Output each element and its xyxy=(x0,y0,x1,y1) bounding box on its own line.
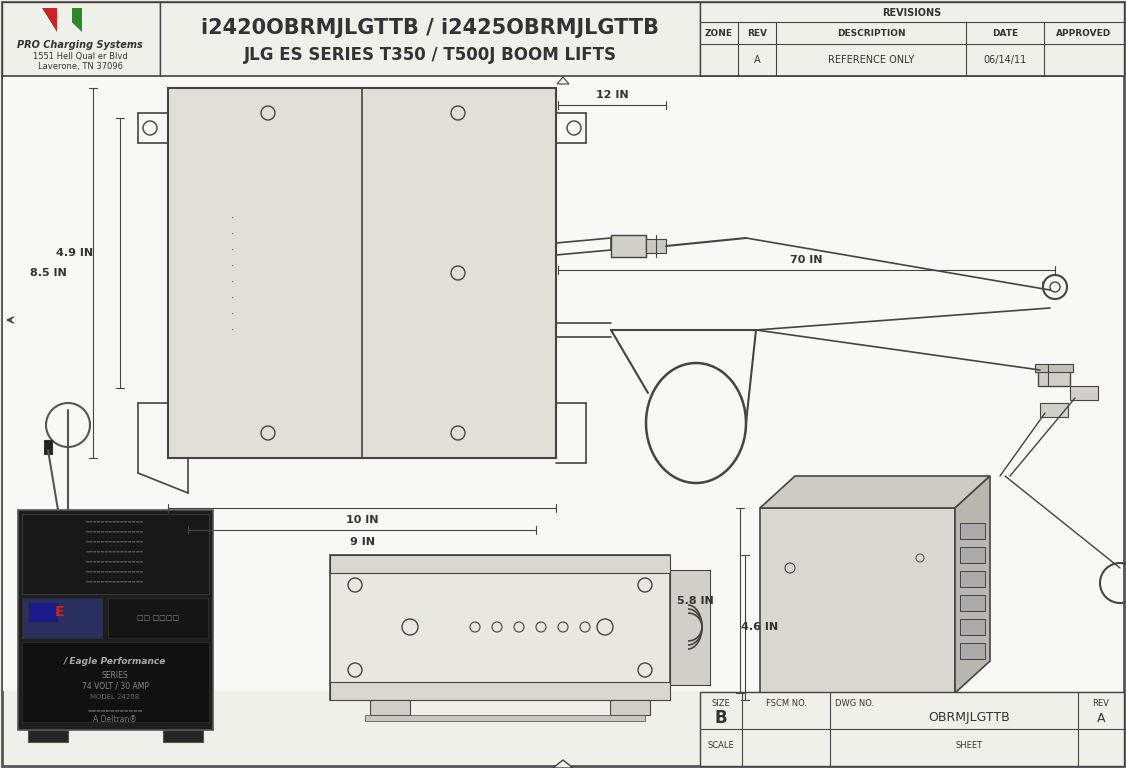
Bar xyxy=(28,730,68,742)
Bar xyxy=(330,682,670,700)
Text: JLG ES SERIES T350 / T500J BOOM LIFTS: JLG ES SERIES T350 / T500J BOOM LIFTS xyxy=(243,46,617,64)
Text: SERIES: SERIES xyxy=(101,670,128,680)
Text: E: E xyxy=(55,605,65,619)
Bar xyxy=(1070,386,1098,400)
Text: DESCRIPTION: DESCRIPTION xyxy=(837,28,905,38)
Bar xyxy=(160,2,700,78)
Bar xyxy=(960,547,985,563)
Text: DWG NO.: DWG NO. xyxy=(835,699,874,707)
Bar xyxy=(108,598,208,638)
Text: ·: · xyxy=(231,293,235,303)
Polygon shape xyxy=(42,8,72,32)
Bar xyxy=(330,555,670,700)
Bar xyxy=(18,510,213,730)
Bar xyxy=(3,77,1123,691)
Bar xyxy=(44,440,52,454)
Text: B: B xyxy=(715,709,727,727)
Text: REV: REV xyxy=(747,28,767,38)
Bar xyxy=(163,730,203,742)
Polygon shape xyxy=(57,8,72,32)
Text: APPROVED: APPROVED xyxy=(1056,28,1111,38)
Bar xyxy=(168,88,556,458)
Text: 4.9 IN: 4.9 IN xyxy=(56,248,93,258)
Text: ▬▬▬▬▬▬▬▬▬▬▬▬▬▬▬: ▬▬▬▬▬▬▬▬▬▬▬▬▬▬▬ xyxy=(86,570,144,574)
Text: 9 IN: 9 IN xyxy=(349,537,375,547)
Bar xyxy=(23,642,209,722)
Text: / Eagle Performance: / Eagle Performance xyxy=(64,657,167,667)
Bar xyxy=(760,508,955,693)
Polygon shape xyxy=(955,476,990,693)
Text: 74 VOLT / 30 AMP: 74 VOLT / 30 AMP xyxy=(81,681,149,690)
Bar xyxy=(960,643,985,659)
Text: Laverone, TN 37096: Laverone, TN 37096 xyxy=(37,61,123,71)
Bar xyxy=(365,715,645,721)
Text: DATE: DATE xyxy=(992,28,1018,38)
Text: 12 IN: 12 IN xyxy=(596,90,628,100)
Text: FSCM NO.: FSCM NO. xyxy=(766,699,806,707)
Text: 10 IN: 10 IN xyxy=(346,515,378,525)
Bar xyxy=(23,598,102,638)
Text: MODEL 24208: MODEL 24208 xyxy=(90,694,140,700)
Text: ▬▬▬▬▬▬▬▬▬▬▬▬▬▬▬: ▬▬▬▬▬▬▬▬▬▬▬▬▬▬▬ xyxy=(86,520,144,524)
Text: ·: · xyxy=(231,309,235,319)
Text: 4.6 IN: 4.6 IN xyxy=(741,623,778,633)
Bar xyxy=(960,619,985,635)
Text: ·: · xyxy=(231,261,235,271)
Polygon shape xyxy=(553,760,573,768)
Bar xyxy=(28,602,59,622)
Text: ·: · xyxy=(231,229,235,239)
Bar xyxy=(1040,403,1067,417)
Text: □□ □□□□: □□ □□□□ xyxy=(137,615,179,621)
Text: 8.5 IN: 8.5 IN xyxy=(29,268,66,278)
Text: 5.8 IN: 5.8 IN xyxy=(677,595,714,605)
Bar xyxy=(370,700,410,715)
Text: ▬▬▬▬▬▬▬▬▬▬▬▬▬▬▬: ▬▬▬▬▬▬▬▬▬▬▬▬▬▬▬ xyxy=(86,560,144,564)
Text: A: A xyxy=(1097,711,1106,724)
Bar xyxy=(611,235,646,257)
Text: OBRMJLGTTB: OBRMJLGTTB xyxy=(928,711,1010,724)
Bar xyxy=(2,2,160,78)
Text: PRO Charging Systems: PRO Charging Systems xyxy=(17,40,143,50)
Bar xyxy=(1038,368,1070,386)
Text: A: A xyxy=(753,55,760,65)
Text: A Deltran®: A Deltran® xyxy=(93,716,137,724)
Text: ZONE: ZONE xyxy=(705,28,733,38)
Bar xyxy=(646,239,665,253)
Text: 1551 Hell Qual er Blvd: 1551 Hell Qual er Blvd xyxy=(33,51,127,61)
Bar xyxy=(700,692,1124,766)
Polygon shape xyxy=(57,8,82,32)
Polygon shape xyxy=(557,77,569,84)
Text: 70 IN: 70 IN xyxy=(790,255,823,265)
Text: ▬▬▬▬▬▬▬▬▬▬▬▬▬▬▬: ▬▬▬▬▬▬▬▬▬▬▬▬▬▬▬ xyxy=(86,530,144,534)
Text: SCALE: SCALE xyxy=(707,741,734,750)
Text: SIZE: SIZE xyxy=(712,699,731,707)
Text: REV: REV xyxy=(1092,699,1109,707)
Bar xyxy=(700,2,1124,76)
Text: ·: · xyxy=(231,245,235,255)
Text: REVISIONS: REVISIONS xyxy=(883,8,941,18)
Text: ▬▬▬▬▬▬▬▬▬▬▬▬▬▬▬: ▬▬▬▬▬▬▬▬▬▬▬▬▬▬▬ xyxy=(86,580,144,584)
Bar xyxy=(330,555,670,573)
Text: ▬▬▬▬▬▬▬▬▬▬▬▬▬▬▬: ▬▬▬▬▬▬▬▬▬▬▬▬▬▬▬ xyxy=(86,550,144,554)
Bar xyxy=(610,700,650,715)
Text: ·: · xyxy=(231,277,235,287)
Text: ·: · xyxy=(231,325,235,335)
Bar xyxy=(1035,364,1073,372)
Bar xyxy=(23,514,209,594)
Text: SHEET: SHEET xyxy=(956,741,983,750)
Bar xyxy=(960,571,985,587)
Bar xyxy=(960,595,985,611)
Text: ·: · xyxy=(231,213,235,223)
Bar xyxy=(670,570,711,685)
Bar xyxy=(960,523,985,539)
Polygon shape xyxy=(760,476,990,508)
Text: REFERENCE ONLY: REFERENCE ONLY xyxy=(828,55,914,65)
Text: i2420OBRMJLGTTB / i2425OBRMJLGTTB: i2420OBRMJLGTTB / i2425OBRMJLGTTB xyxy=(202,18,659,38)
Text: 06/14/11: 06/14/11 xyxy=(983,55,1027,65)
Text: ▬▬▬▬▬▬▬▬▬▬▬▬▬▬▬: ▬▬▬▬▬▬▬▬▬▬▬▬▬▬▬ xyxy=(86,540,144,544)
Text: ▬▬▬▬▬▬▬▬▬▬▬▬: ▬▬▬▬▬▬▬▬▬▬▬▬ xyxy=(87,707,143,713)
